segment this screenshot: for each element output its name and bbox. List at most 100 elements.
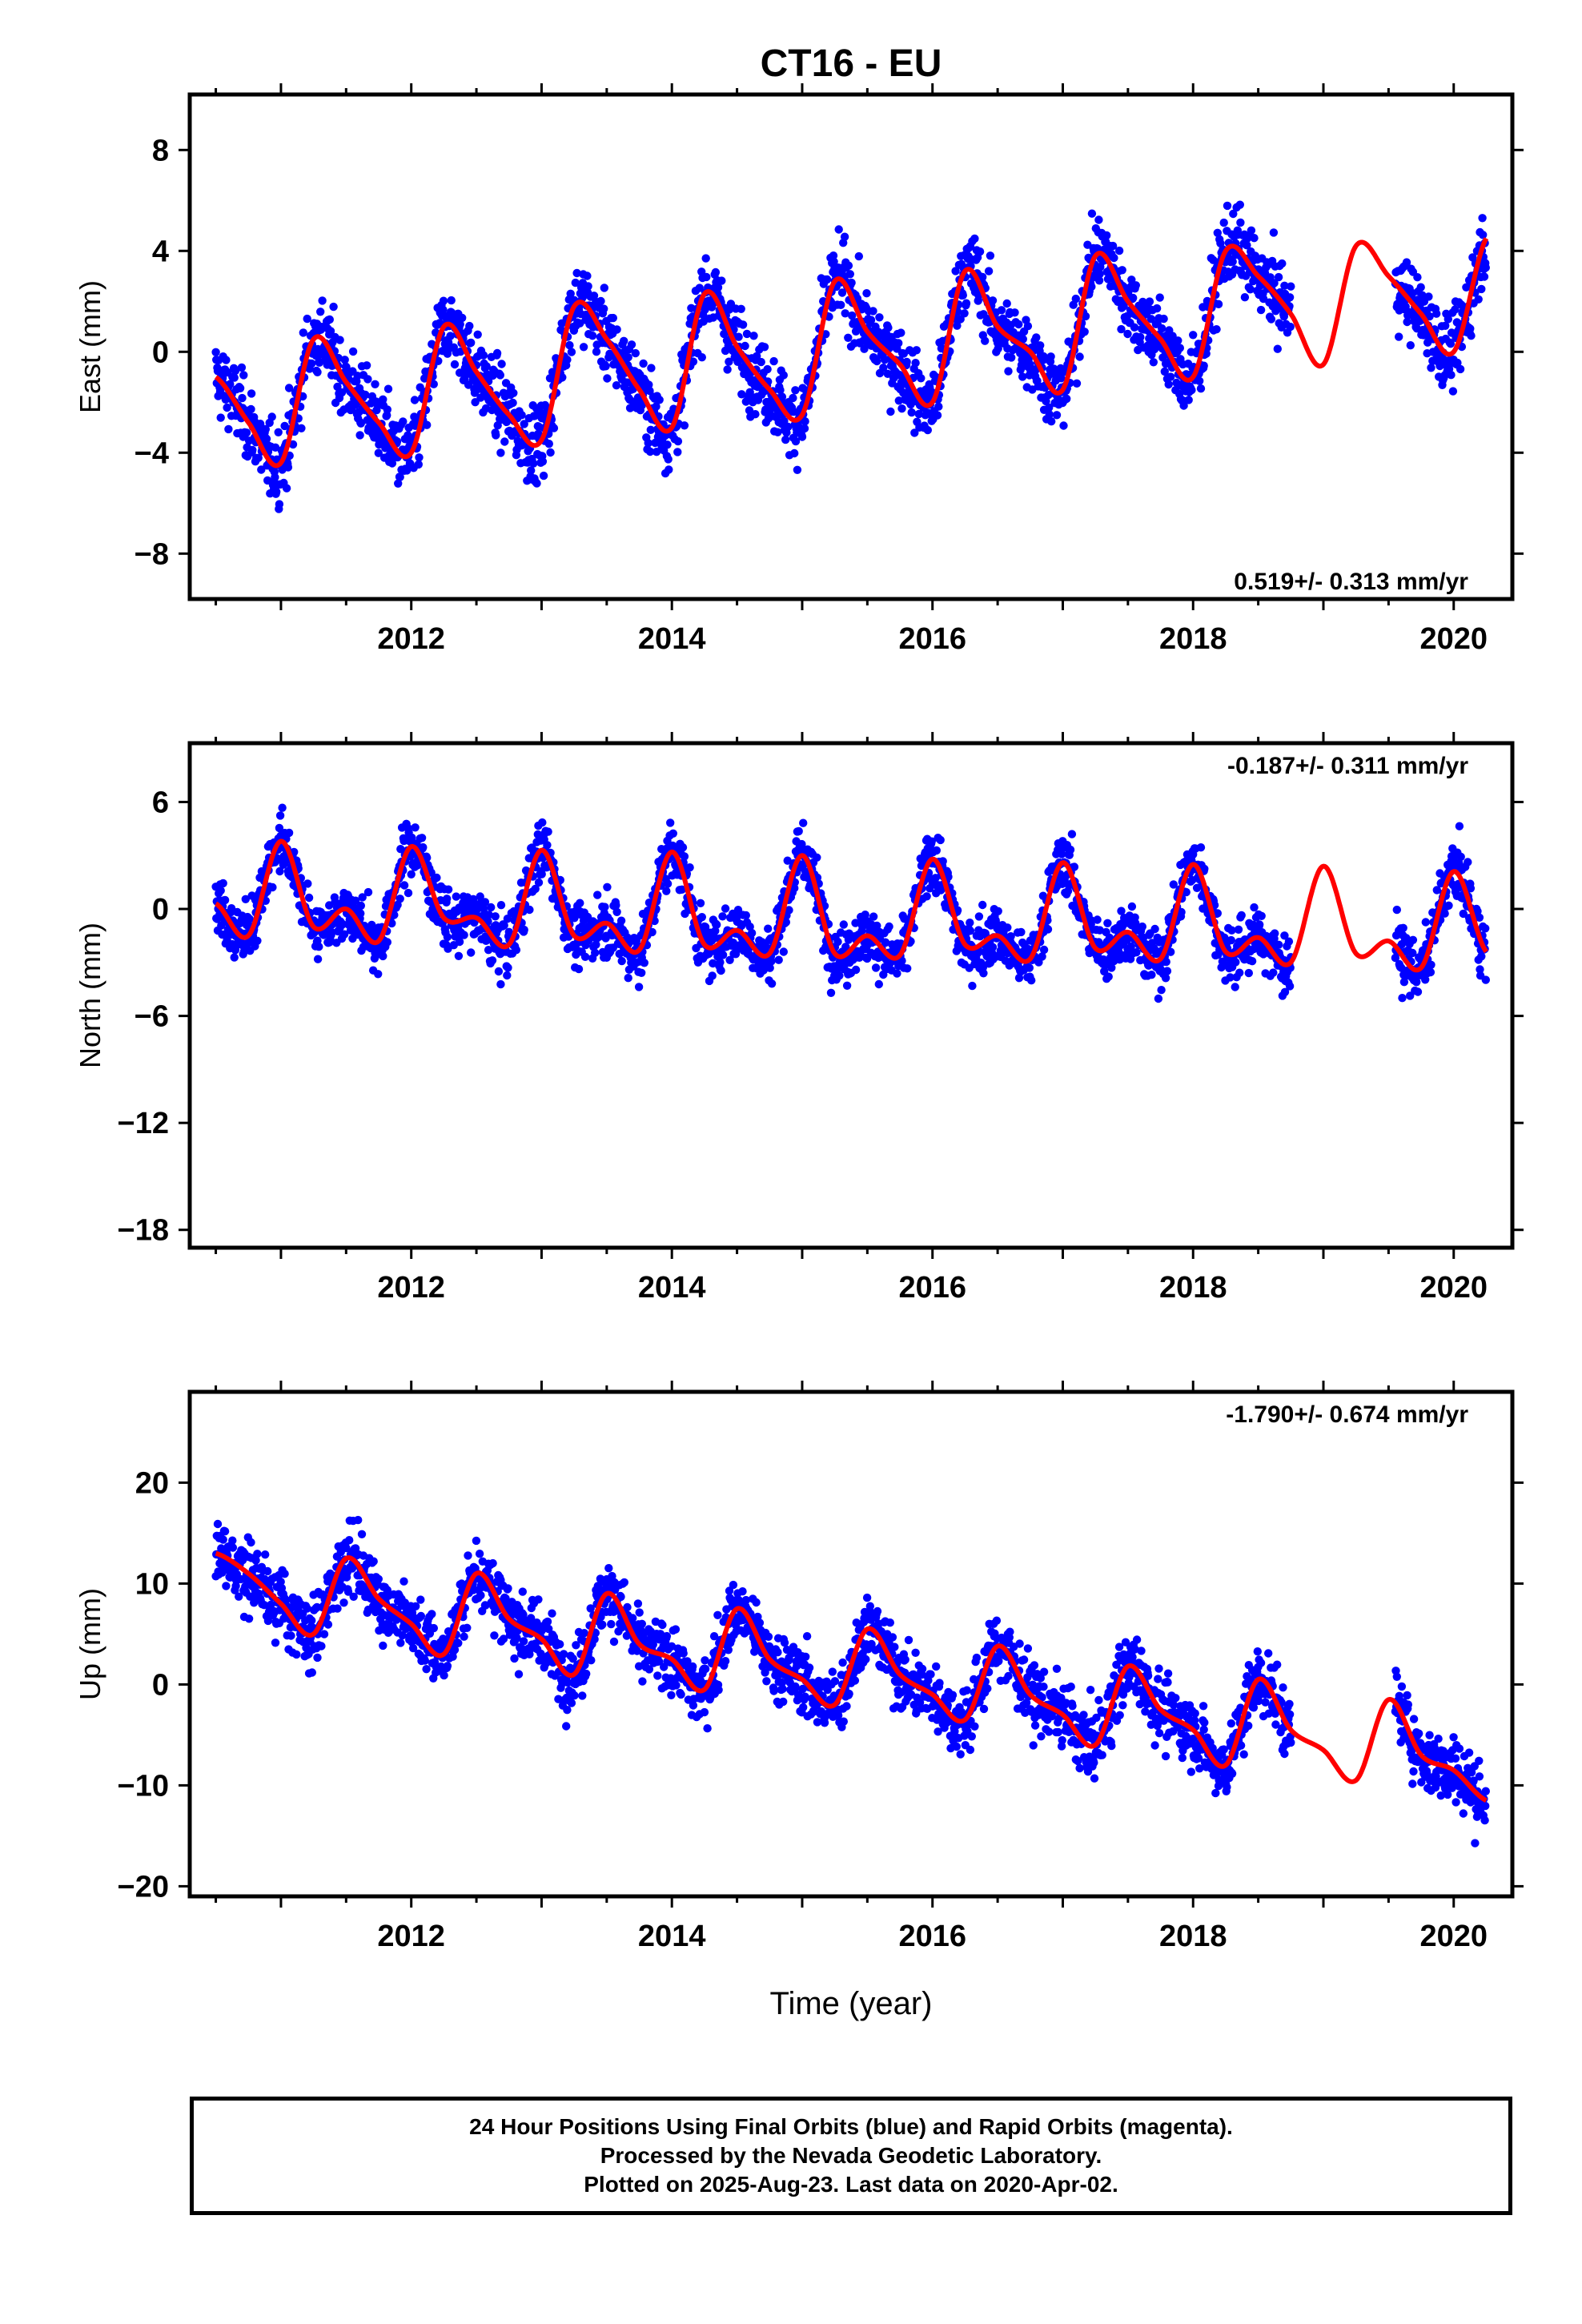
north-points [211,803,1491,1003]
data-point [325,315,334,324]
data-point [492,431,500,440]
data-point [316,308,325,316]
data-point [1425,312,1434,321]
data-point [558,373,567,382]
data-point [848,311,857,320]
data-point [257,465,266,474]
data-point [1392,905,1402,915]
data-point [318,296,327,305]
data-point [383,938,391,947]
data-point [443,895,452,903]
data-point [970,234,979,243]
data-point [723,365,732,374]
data-point [1446,340,1456,348]
data-point [907,408,916,417]
data-point [1250,903,1259,912]
data-point [689,357,698,366]
data-point [512,946,521,955]
data-point [1094,215,1103,224]
data-point [1455,822,1464,830]
data-point [1075,352,1084,361]
data-point [1403,317,1411,327]
data-point [1474,295,1483,304]
y-tick-label: 0 [152,336,169,369]
data-point [471,398,480,407]
data-point [503,971,512,980]
data-point [379,395,387,404]
data-point [1478,214,1487,223]
data-point [844,261,853,270]
data-point [534,878,544,887]
data-point [600,903,609,911]
data-point [579,343,588,352]
data-point [248,445,257,455]
data-point [220,895,230,905]
data-point [1213,228,1223,237]
data-point [1456,852,1465,862]
data-point [566,289,575,298]
data-point [333,382,342,392]
data-point [1427,364,1435,372]
data-point [374,970,383,979]
data-point [480,898,490,907]
data-point [922,892,931,901]
data-point [390,911,399,919]
data-point [1130,323,1139,332]
data-point [716,958,725,967]
data-point [1104,972,1113,981]
data-point [917,374,926,383]
data-point [1236,218,1245,227]
data-point [784,422,793,432]
data-point [487,903,496,912]
y-tick-label: 0 [152,893,169,927]
data-point [612,907,621,917]
data-point [222,356,231,364]
data-point [844,333,853,342]
data-point [1014,320,1023,329]
data-point [219,879,227,888]
data-point [411,823,420,832]
data-point [1447,371,1456,380]
data-point [297,424,306,432]
data-point [509,388,518,397]
data-point [851,965,861,975]
data-point [601,362,610,371]
data-point [994,907,1002,916]
data-point [1158,324,1166,333]
data-point [903,964,912,973]
data-point [1229,209,1238,219]
data-point [245,915,254,923]
data-point [663,879,673,888]
data-point [822,275,832,284]
data-point [717,276,726,285]
data-point [894,339,903,348]
data-point [396,895,404,903]
data-point [1162,967,1172,975]
data-point [231,366,240,376]
data-point [1444,901,1453,911]
data-point [603,883,612,892]
data-point [680,421,689,430]
data-point [571,278,580,287]
data-point [282,484,291,493]
data-point [644,439,652,448]
data-point [217,921,226,930]
data-point [713,920,721,929]
data-point [592,348,601,356]
data-point [247,389,256,398]
data-point [624,974,632,983]
data-point [574,964,584,974]
data-point [374,448,383,457]
data-point [767,979,777,988]
data-point [958,291,968,300]
data-point [356,419,365,428]
data-point [253,936,262,946]
data-point [978,900,987,910]
data-point [968,981,977,991]
y-tick-label: −6 [135,1000,169,1034]
data-point [1003,923,1012,932]
data-point [854,251,864,261]
data-point [239,371,248,380]
data-point [460,931,468,939]
data-point [1231,983,1239,991]
